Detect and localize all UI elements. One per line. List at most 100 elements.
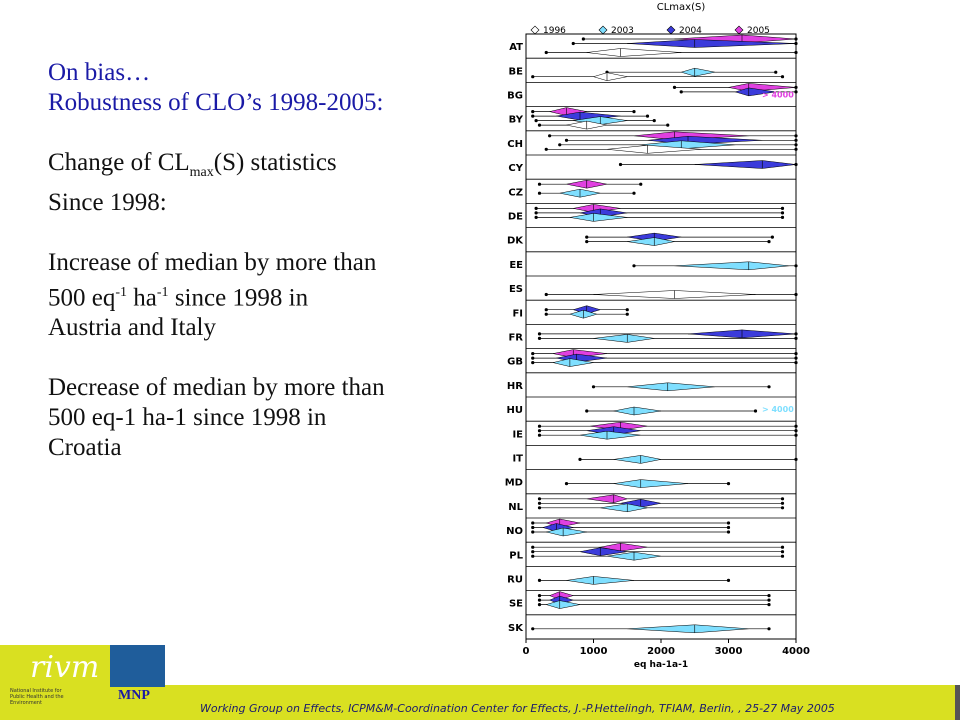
box-max-point — [794, 264, 798, 268]
country-label: BG — [507, 91, 523, 102]
box-diamond — [541, 523, 574, 532]
legend-label: 2004 — [679, 26, 702, 36]
box-max-point — [794, 292, 798, 297]
box-max-point — [794, 457, 798, 461]
box-min-point — [531, 352, 535, 356]
country-label: CZ — [508, 187, 523, 198]
box-min-point — [544, 50, 548, 55]
country-label: AT — [509, 42, 523, 53]
box-max-point — [767, 603, 771, 607]
box-diamond — [566, 576, 635, 585]
box-min-point — [564, 138, 569, 142]
box-diamond — [569, 213, 628, 222]
country-label: FI — [512, 308, 523, 319]
rivm-logo-block — [0, 645, 110, 720]
country-label: HU — [507, 405, 524, 416]
country-label: IE — [512, 429, 523, 440]
heading-line-1: On bias… — [48, 59, 151, 86]
country-label: DK — [507, 236, 524, 247]
legend-marker — [666, 25, 676, 35]
box-diamond — [556, 111, 621, 121]
box-max-point — [726, 521, 731, 525]
box-diamond — [592, 72, 628, 81]
box-max-point — [794, 433, 798, 437]
box-min-point — [537, 191, 542, 195]
box-max-point — [794, 134, 798, 138]
box-max-point — [726, 482, 731, 486]
box-max-point — [794, 143, 798, 147]
box-max-point — [767, 240, 771, 244]
x-tick-label: 2000 — [647, 646, 675, 657]
box-max-point — [794, 90, 798, 94]
box-max-point — [767, 598, 771, 602]
since-line: Since 1998: — [48, 189, 167, 216]
box-min-point — [531, 361, 535, 365]
box-min-point — [531, 627, 535, 631]
legend-marker — [530, 25, 540, 35]
box-max-point — [794, 336, 798, 340]
box-min-point — [534, 206, 538, 210]
box-max-point — [632, 191, 636, 195]
box-max-point — [780, 215, 785, 219]
legend-label: 2005 — [747, 26, 770, 36]
x-axis-label: eq ha-1a-1 — [634, 660, 688, 670]
box-min-point — [585, 409, 589, 413]
box-min-point — [679, 90, 683, 94]
legend-label: 1996 — [543, 26, 566, 36]
footer-edge — [955, 685, 960, 720]
box-min-point — [534, 215, 538, 219]
box-max-point — [726, 525, 731, 530]
heading-line-2: Robustness of CLO’s 1998-2005: — [48, 89, 384, 116]
x-tick-label: 3000 — [715, 646, 743, 657]
logo-accent-block — [110, 645, 165, 687]
box-min-point — [537, 332, 542, 336]
box-min-point — [531, 525, 535, 530]
increase-line-3: Austria and Italy — [48, 314, 217, 342]
box-max-point — [780, 506, 785, 510]
box-max-point — [639, 182, 643, 186]
country-label: MD — [505, 478, 523, 489]
box-min-point — [531, 545, 535, 549]
country-label: HR — [507, 381, 523, 392]
box-min-point — [537, 501, 542, 505]
country-label: CY — [508, 163, 523, 174]
country-label: CH — [507, 139, 523, 150]
box-min-point — [564, 482, 569, 486]
box-diamond — [545, 600, 581, 609]
box-max-point — [767, 594, 771, 598]
box-max-point — [780, 497, 785, 501]
country-label: EE — [509, 260, 523, 271]
country-label: ES — [509, 284, 523, 295]
box-diamond — [593, 334, 655, 343]
increase-line-1: Increase of median by more than — [48, 249, 377, 276]
box-min-point — [558, 143, 562, 147]
country-label: IT — [512, 454, 523, 465]
box-diamond — [573, 204, 621, 213]
country-label: BE — [509, 66, 524, 77]
footer-text: Working Group on Effects, ICPM&M-Coordin… — [200, 702, 835, 715]
box-min-point — [585, 235, 589, 239]
box-diamond — [579, 430, 641, 440]
box-diamond — [627, 624, 749, 634]
box-max-point — [774, 70, 778, 74]
box-min-point — [591, 385, 596, 389]
box-max-point — [780, 206, 785, 210]
box-max-point — [780, 554, 785, 558]
box-min-point — [537, 578, 542, 583]
country-label: BY — [509, 115, 524, 126]
box-diamond — [613, 406, 662, 416]
box-diamond — [546, 527, 587, 537]
box-diamond — [586, 494, 629, 504]
box-diamond — [627, 39, 797, 48]
box-max-point — [767, 627, 771, 631]
box-diamond — [680, 67, 716, 77]
box-min-point — [531, 114, 535, 118]
box-min-point — [585, 240, 589, 244]
box-min-point — [537, 594, 542, 598]
change-line: Change of CLmax(S) statistics — [48, 149, 337, 180]
box-diamond — [600, 503, 648, 513]
country-label: DE — [508, 212, 523, 223]
box-min-point — [571, 41, 575, 46]
box-max-point — [794, 138, 798, 142]
box-diamond — [734, 87, 776, 97]
